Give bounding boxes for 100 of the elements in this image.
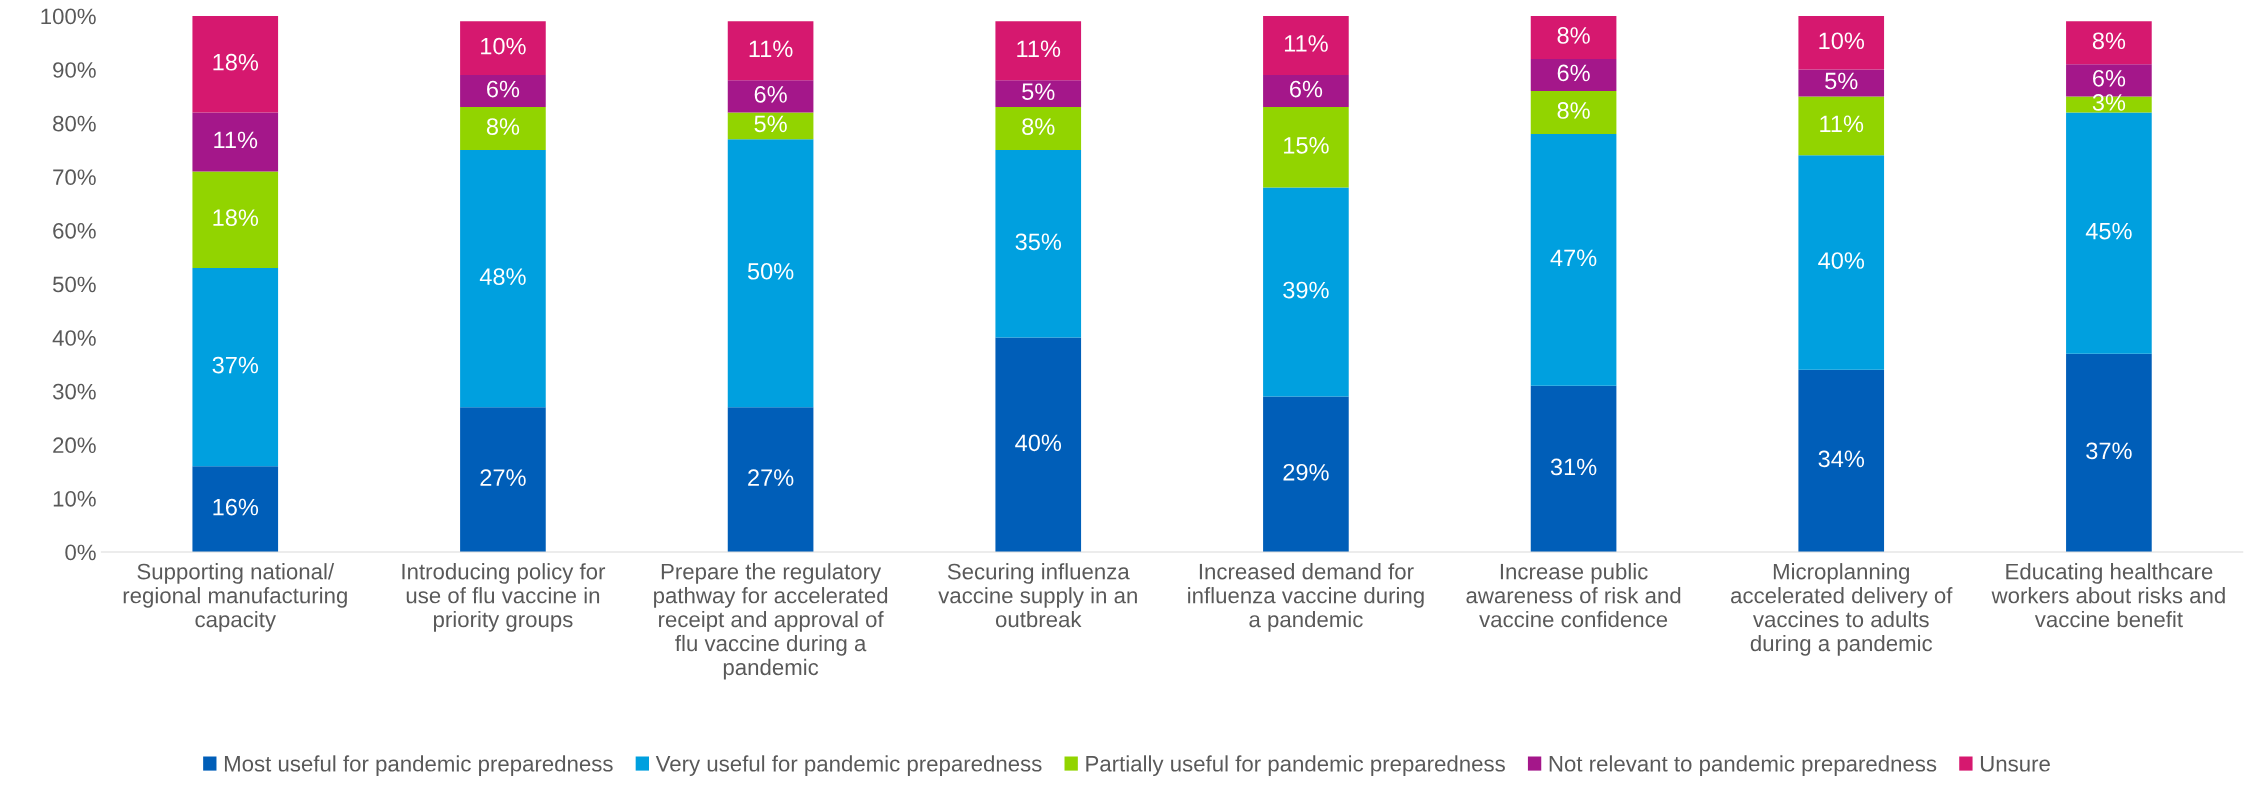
data-label: 5% <box>1022 83 1055 101</box>
data-label: 3% <box>2092 94 2126 111</box>
y-tick-label: 60% <box>53 222 96 239</box>
y-tick-label: 80% <box>53 115 96 132</box>
x-tick-label: Securing influenza vaccine supply in an outbreak <box>938 563 1137 628</box>
legend-label: Not relevant to pandemic preparedness <box>1549 755 1937 776</box>
bar <box>192 466 279 552</box>
bar <box>727 21 814 81</box>
data-label: 5% <box>754 115 787 133</box>
y-tick-label: 100% <box>41 8 96 25</box>
bar <box>1530 58 1617 92</box>
data-label: 11% <box>749 40 793 58</box>
bar <box>1798 96 1885 156</box>
bar <box>1263 16 1349 75</box>
data-label: 34% <box>1818 450 1865 468</box>
bar <box>460 74 546 108</box>
legend-label: Most useful for pandemic preparedness <box>224 755 613 776</box>
y-tick-label: 90% <box>53 62 96 78</box>
data-label: 16% <box>213 498 259 516</box>
bar <box>995 337 1082 552</box>
legend-label: Partially useful for pandemic preparedness <box>1086 755 1505 776</box>
data-label: 11% <box>1284 35 1328 52</box>
bar <box>192 267 279 467</box>
x-tick-label: Supporting national/ regional manufacturing capacity <box>123 563 347 632</box>
bar <box>460 21 546 75</box>
bar <box>192 16 279 113</box>
data-label: 6% <box>1290 80 1323 98</box>
data-label: 27% <box>480 469 526 486</box>
x-tick-label: Prepare the regulatory pathway for accelerated receipt and approval of flu vaccine during a pandemic <box>654 563 888 680</box>
data-label: 10% <box>1819 32 1865 50</box>
y-tick-label: 30% <box>52 383 96 400</box>
bar <box>727 112 814 140</box>
bar <box>1530 91 1617 134</box>
bar <box>460 150 546 408</box>
x-tick-label: Microplanning accelerated delivery of vaccines to adults during a pandemic <box>1731 563 1953 656</box>
data-label: 29% <box>1283 463 1329 481</box>
data-label: 18% <box>213 209 259 227</box>
bar <box>1530 385 1617 552</box>
data-label: 40% <box>1015 434 1062 452</box>
bar <box>1798 16 1885 70</box>
bar <box>995 80 1082 108</box>
bar <box>2066 21 2152 65</box>
data-label: 50% <box>747 262 794 280</box>
data-label: 6% <box>487 80 520 98</box>
bar <box>1530 16 1617 59</box>
data-label: 37% <box>212 356 259 374</box>
y-tick-label: 20% <box>53 437 96 454</box>
bar <box>2066 112 2152 354</box>
data-label: 11% <box>214 131 258 149</box>
bar <box>192 171 279 268</box>
bar <box>460 407 546 552</box>
data-label: 18% <box>213 53 259 71</box>
data-label: 5% <box>1825 72 1858 90</box>
data-label: 31% <box>1550 458 1597 476</box>
data-label: 40% <box>1818 252 1865 269</box>
data-label: 6% <box>1557 64 1590 82</box>
data-label: 39% <box>1283 281 1329 299</box>
x-tick-label: Increase public awareness of risk and vaccine confidence <box>1466 563 1681 628</box>
bar <box>1798 369 1885 552</box>
bar <box>460 107 546 150</box>
bar <box>1798 155 1885 370</box>
legend-label: Very useful for pandemic preparedness <box>655 755 1042 776</box>
y-tick-label: 40% <box>52 330 96 346</box>
y-tick-label: 70% <box>53 169 96 186</box>
y-tick-label: 50% <box>52 276 96 293</box>
data-label: 35% <box>1015 233 1062 251</box>
data-label: 10% <box>481 37 526 55</box>
bar <box>192 112 279 172</box>
data-label: 11% <box>1017 40 1061 58</box>
data-label: 6% <box>2093 69 2126 87</box>
bar <box>727 407 814 552</box>
x-tick-label: Increased demand for influenza vaccine during a pandemic <box>1188 563 1424 632</box>
data-label: 8% <box>1022 118 1055 135</box>
data-label: 37% <box>2086 442 2132 460</box>
bar <box>727 80 814 113</box>
legend-label: Unsure <box>1980 756 2050 772</box>
data-label: 8% <box>2092 32 2126 50</box>
data-label: 48% <box>479 268 526 285</box>
data-label: 47% <box>1550 249 1597 267</box>
bar <box>995 107 1082 150</box>
data-label: 8% <box>1557 27 1590 44</box>
bar <box>995 150 1082 338</box>
bar <box>727 139 814 408</box>
data-label: 8% <box>1557 102 1590 119</box>
bar <box>2066 353 2152 552</box>
bar <box>1263 396 1349 552</box>
data-label: 15% <box>1284 137 1329 154</box>
data-label: 6% <box>754 86 787 103</box>
bar <box>1263 107 1349 188</box>
bar <box>1263 74 1349 108</box>
data-label: 11% <box>1820 115 1864 133</box>
bar <box>1263 187 1349 397</box>
bar <box>1798 69 1885 97</box>
y-tick-label: 0% <box>65 544 96 561</box>
data-label: 8% <box>486 118 520 135</box>
x-tick-label: Educating healthcare workers about risks and vaccine benefit <box>1991 563 2225 628</box>
x-tick-label: Introducing policy for use of flu vaccine in priority groups <box>402 563 606 632</box>
y-tick-label: 10% <box>53 490 96 507</box>
data-label: 27% <box>748 469 794 486</box>
bar <box>995 21 1082 81</box>
